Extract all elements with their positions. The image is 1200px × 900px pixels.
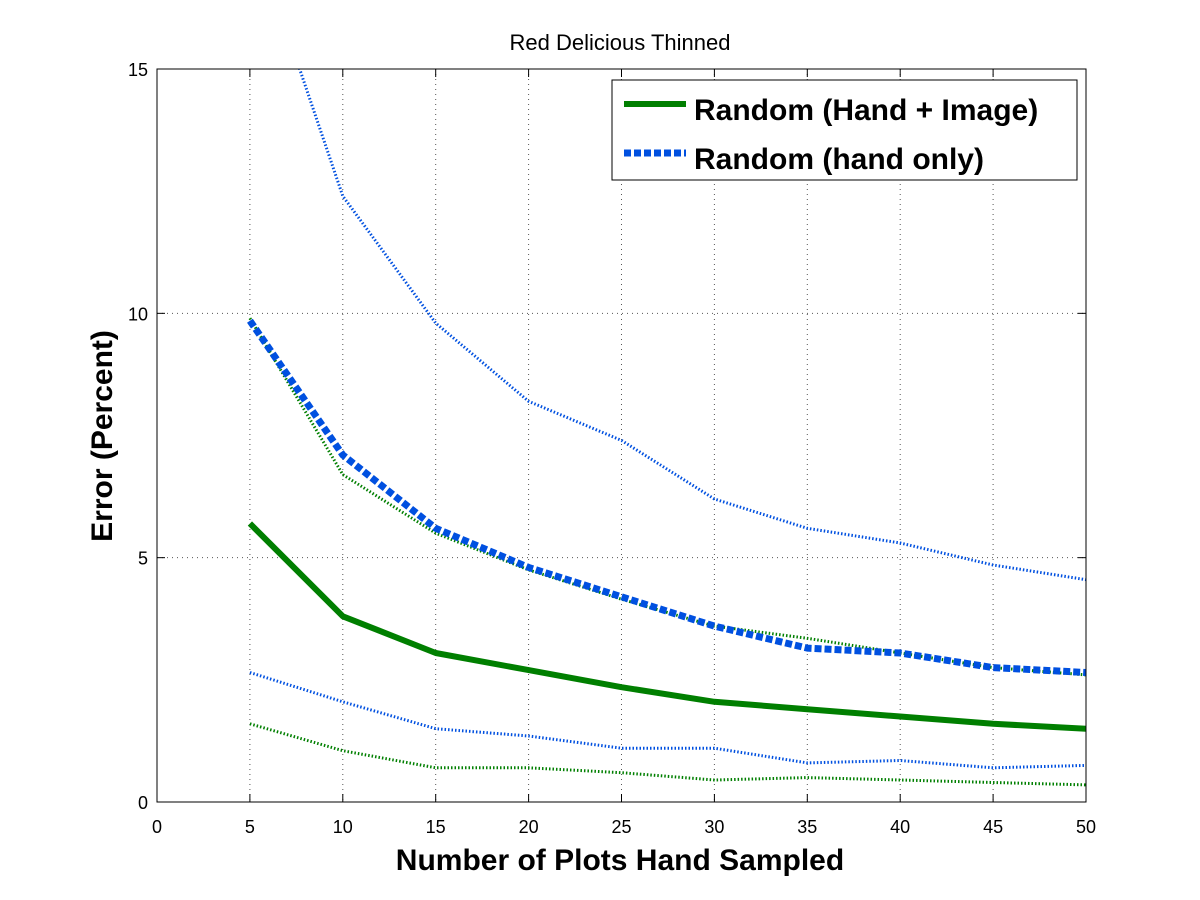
y-tick-label: 0: [138, 793, 148, 813]
x-tick-label: 45: [983, 817, 1003, 837]
hand-only-upper-bound-line: [298, 69, 1086, 582]
legend-box: [611, 79, 1078, 181]
x-tick-label: 40: [890, 817, 910, 837]
grid-lines: [157, 69, 1086, 802]
legend-label-hand-only: Random (hand only): [694, 143, 984, 176]
series-lines: [247, 318, 1086, 732]
x-tick-label: 30: [704, 817, 724, 837]
x-tick-label: 25: [611, 817, 631, 837]
x-tick-label: 35: [797, 817, 817, 837]
y-tick-label: 5: [138, 549, 148, 569]
y-tick-label: 10: [128, 304, 148, 324]
y-axis-label: Error (Percent): [86, 330, 119, 542]
x-tick-label: 50: [1076, 817, 1096, 837]
x-tick-label: 15: [426, 817, 446, 837]
hand-only-lower-bound-line: [249, 671, 1086, 770]
x-tick-label: 20: [519, 817, 539, 837]
series-hand-only-line: [247, 318, 1086, 676]
hand-image-lower-bound-line: [249, 722, 1086, 787]
axis-ticks: 0 5 10 15 20 25 30 35 40 45 50 0 5 10 15: [128, 60, 1096, 837]
chart-title: Red Delicious Thinned: [510, 30, 731, 55]
x-axis-label: Number of Plots Hand Sampled: [396, 844, 844, 877]
legend: Random (Hand + Image) Random (hand only): [611, 79, 1078, 181]
series-hand-image-line: [247, 521, 1086, 732]
x-tick-label: 0: [152, 817, 162, 837]
x-tick-label: 10: [333, 817, 353, 837]
y-tick-label: 15: [128, 60, 148, 80]
x-tick-label: 5: [245, 817, 255, 837]
confidence-bounds: [248, 69, 1086, 787]
legend-label-hand-image: Random (Hand + Image): [694, 94, 1038, 127]
